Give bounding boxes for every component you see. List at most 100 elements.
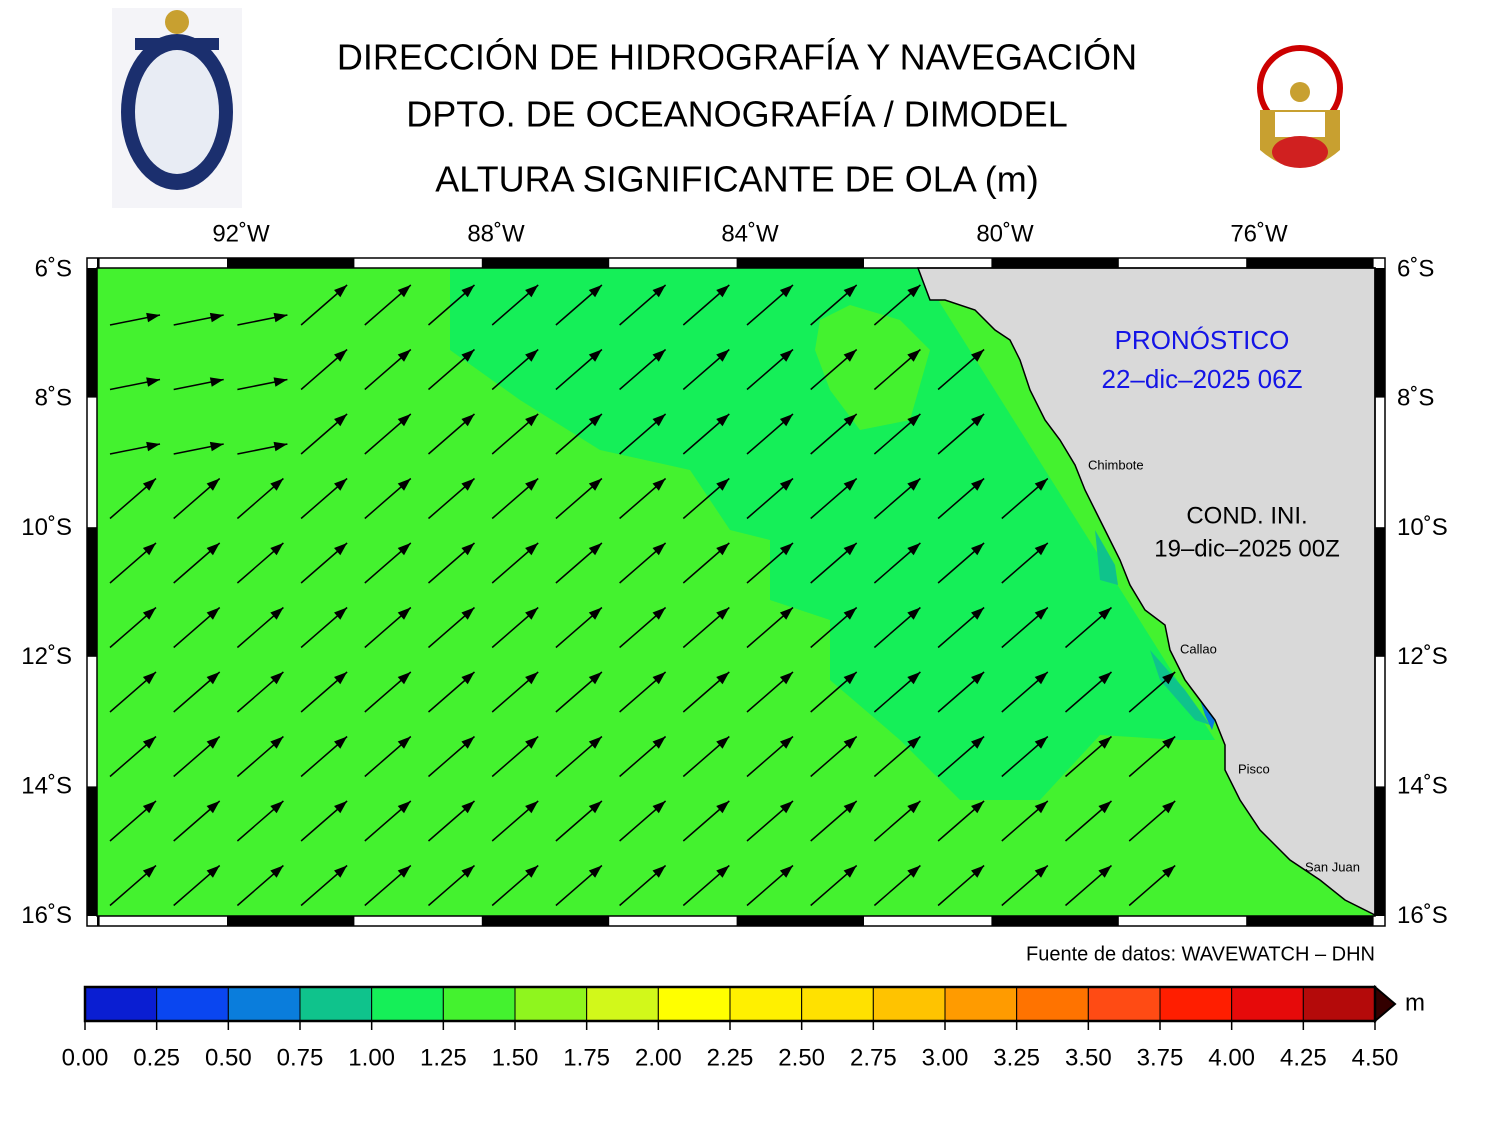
colorbar-segment — [299, 986, 373, 1022]
arrow-head — [525, 349, 539, 362]
arrow-head — [525, 672, 539, 685]
arrow-head — [142, 801, 156, 814]
colorbar-segment — [156, 986, 229, 1022]
colorbar-label: 1.75 — [563, 1044, 610, 1071]
arrow-head — [1034, 801, 1048, 814]
arrow-head — [461, 865, 475, 878]
frame-stripe — [87, 527, 97, 657]
arrow-head — [588, 543, 602, 556]
arrow-head — [142, 865, 156, 878]
arrow-head — [588, 607, 602, 620]
lat-label: 6˚S — [35, 255, 72, 282]
arrow-head — [142, 736, 156, 749]
arrow-head — [843, 414, 857, 427]
arrow-head — [209, 312, 224, 323]
arrow-head — [270, 607, 284, 620]
colorbar-label: 1.25 — [420, 1044, 467, 1071]
arrow-head — [142, 672, 156, 685]
title-line: DIRECCIÓN DE HIDROGRAFÍA Y NAVEGACIÓN — [337, 37, 1137, 78]
arrow-head — [716, 801, 730, 814]
colorbar-label: 0.25 — [133, 1044, 180, 1071]
lat-label: 10˚S — [21, 514, 72, 541]
arrow-head — [716, 285, 730, 298]
frame-stripe — [481, 916, 610, 926]
arrow-head — [843, 801, 857, 814]
frame-stripe — [736, 258, 864, 268]
arrow-head — [716, 478, 730, 491]
arrow-head — [843, 607, 857, 620]
arrow-head — [334, 543, 348, 556]
colorbar-label: 2.75 — [850, 1044, 897, 1071]
colorbar-segment — [1016, 986, 1089, 1022]
frame-stripe — [1246, 916, 1374, 926]
arrow-head — [525, 607, 539, 620]
arrow-head — [206, 672, 220, 685]
arrow-head — [588, 801, 602, 814]
arrow-head — [334, 607, 348, 620]
arrow-head — [146, 377, 160, 387]
arrow-head — [206, 865, 220, 878]
frame-stripe — [227, 258, 355, 268]
arrow-head — [270, 478, 284, 491]
colorbar-segment — [227, 986, 301, 1022]
arrow-head — [588, 414, 602, 427]
arrow-head — [907, 607, 921, 620]
arrow-head — [273, 312, 288, 323]
arrow-head — [652, 801, 666, 814]
arrow-head — [1162, 736, 1176, 749]
frame-stripe — [736, 916, 864, 926]
frame-stripe — [1375, 786, 1385, 916]
arrow-head — [1098, 736, 1112, 749]
arrow-head — [461, 349, 475, 362]
arrow-head — [334, 801, 348, 814]
arrow-head — [652, 349, 666, 362]
arrow-head — [588, 736, 602, 749]
colorbar-label: 2.50 — [778, 1044, 825, 1071]
frame-stripe — [227, 916, 355, 926]
colorbar-label: 3.50 — [1065, 1044, 1112, 1071]
arrow-head — [971, 736, 985, 749]
arrow-head — [1034, 736, 1048, 749]
arrow-head — [907, 736, 921, 749]
arrow-head — [652, 285, 666, 298]
arrow-head — [779, 285, 793, 298]
arrow-head — [270, 801, 284, 814]
arrow-head — [397, 543, 411, 556]
arrow-head — [971, 672, 985, 685]
frame-stripe — [87, 786, 97, 916]
arrow-head — [971, 607, 985, 620]
colorbar-segment — [1087, 986, 1161, 1022]
arrow-head — [334, 478, 348, 491]
arrow-head — [843, 865, 857, 878]
frame-stripe — [991, 258, 1119, 268]
map-frame — [86, 257, 1386, 927]
arrow-head — [270, 543, 284, 556]
arrow-head — [206, 478, 220, 491]
colorbar-segment — [442, 986, 516, 1022]
arrow-head — [907, 543, 921, 556]
colorbar-extension — [1374, 984, 1397, 1024]
colorbar-label: 3.00 — [922, 1044, 969, 1071]
colorbar-label: 4.25 — [1280, 1044, 1327, 1071]
frame-stripe — [481, 258, 610, 268]
arrow-head — [270, 736, 284, 749]
arrow-head — [779, 865, 793, 878]
lat-label: 10˚S — [1397, 514, 1448, 541]
arrow-head — [146, 441, 160, 452]
arrow-head — [1098, 801, 1112, 814]
arrow-head — [1162, 672, 1176, 685]
arrow-head — [525, 478, 539, 491]
lat-label: 6˚S — [1397, 255, 1434, 282]
arrow-head — [716, 865, 730, 878]
arrow-head — [270, 865, 284, 878]
arrow-head — [397, 607, 411, 620]
frame-stripe — [1375, 268, 1385, 398]
init-label: COND. INI. — [1186, 502, 1307, 529]
arrow-head — [652, 607, 666, 620]
arrow-head — [779, 736, 793, 749]
arrow-head — [779, 414, 793, 427]
source: Fuente de datos: WAVEWATCH – DHN — [1026, 943, 1375, 965]
arrow-head — [273, 441, 288, 452]
arrow-head — [716, 607, 730, 620]
